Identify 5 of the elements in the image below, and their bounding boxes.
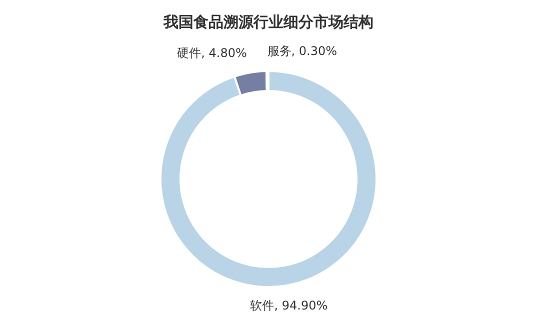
slice-label: 服务, 0.30%	[267, 44, 338, 58]
slice-label: 软件, 94.90%	[250, 298, 328, 312]
slice-label: 硬件, 4.80%	[177, 46, 247, 60]
donut-slice	[160, 70, 378, 288]
chart-title: 我国食品溯源行业细分市场结构	[162, 13, 374, 31]
